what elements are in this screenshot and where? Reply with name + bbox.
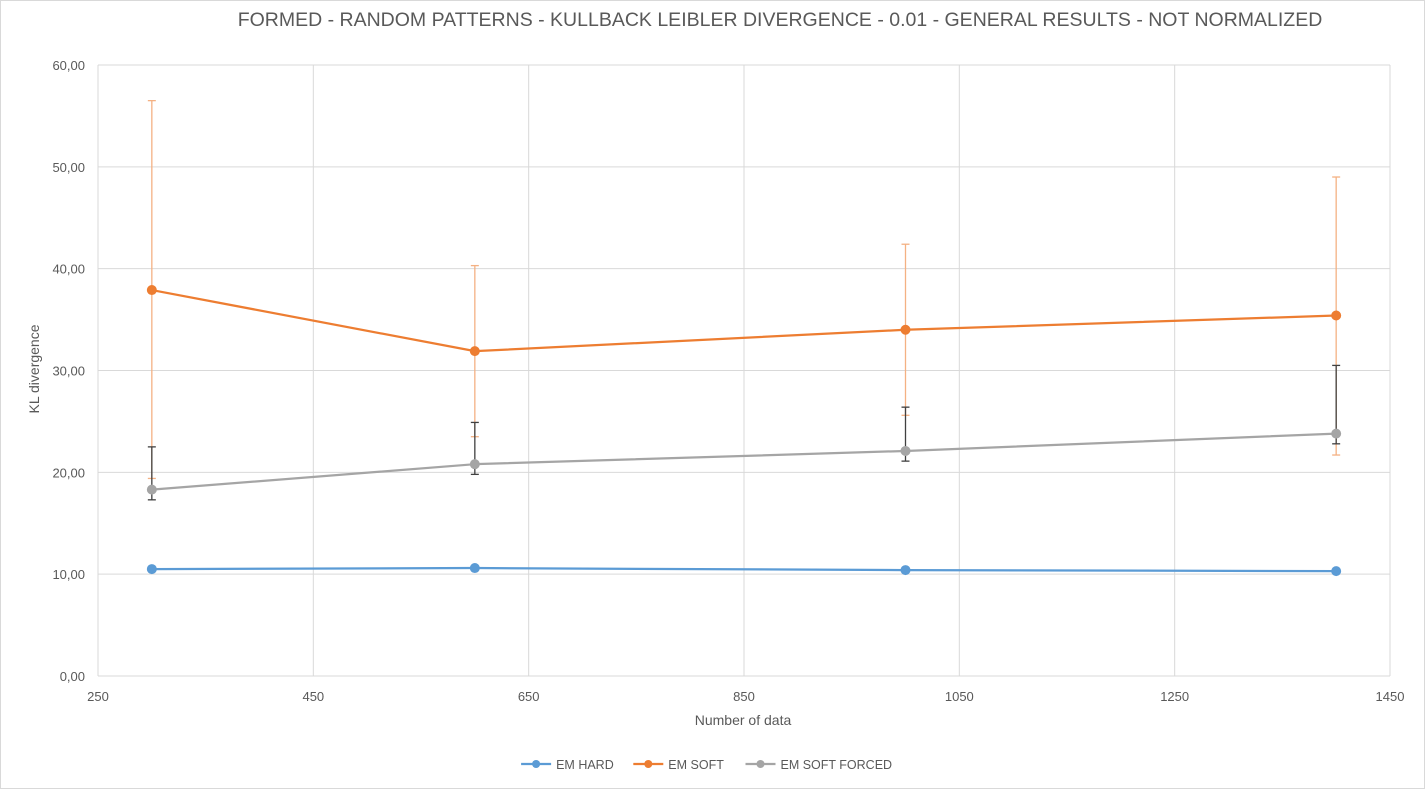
x-tick-label: 1250	[1160, 689, 1189, 704]
y-axis-title: KL divergence	[26, 324, 42, 413]
data-point-em-soft	[146, 285, 157, 296]
chart-title: FORMED - RANDOM PATTERNS - KULLBACK LEIB…	[238, 9, 1323, 31]
legend-swatch-marker	[644, 760, 653, 768]
y-tick-label: 10,00	[52, 567, 85, 582]
legend-item-em-soft: EM SOFT	[633, 758, 724, 772]
legend-item-em-soft-forced: EM SOFT FORCED	[745, 758, 893, 772]
x-axis-title: Number of data	[695, 712, 792, 728]
data-point-em-soft	[1331, 310, 1342, 321]
legend-swatch-marker	[532, 760, 541, 768]
gridlines	[97, 64, 1391, 677]
legend-item-em-hard: EM HARD	[521, 758, 614, 772]
x-tick-label: 850	[733, 689, 755, 704]
data-point-em-hard	[1331, 566, 1342, 577]
x-axis-ticks: 250 450 650 850 1050 1250 1450	[87, 689, 1404, 704]
legend-label: EM SOFT	[668, 758, 724, 772]
y-tick-label: 50,00	[52, 160, 85, 175]
data-point-em-hard	[900, 565, 911, 576]
data-point-em-hard	[469, 563, 480, 574]
data-point-em-soft	[900, 324, 911, 335]
y-tick-label: 30,00	[52, 364, 85, 379]
series-line-em-soft	[151, 288, 1337, 353]
data-point-em-hard	[146, 564, 157, 575]
y-tick-label: 0,00	[60, 669, 85, 684]
x-tick-label: 250	[87, 689, 109, 704]
series-line-em-soft-forced	[151, 432, 1337, 491]
y-tick-label: 20,00	[52, 465, 85, 480]
legend: EM HARD EM SOFT EM SOFT FORCED	[521, 758, 892, 772]
data-point-em-soft-forced	[900, 445, 911, 456]
legend-label: EM SOFT FORCED	[781, 758, 893, 772]
y-axis-ticks: 0,00 10,00 20,00 30,00 40,00 50,00 60,00	[52, 58, 85, 684]
x-tick-label: 1050	[945, 689, 974, 704]
x-tick-label: 650	[518, 689, 540, 704]
x-tick-label: 1450	[1376, 689, 1405, 704]
y-tick-label: 60,00	[52, 58, 85, 73]
data-point-em-soft-forced	[1331, 428, 1342, 439]
data-point-em-soft-forced	[469, 459, 480, 470]
data-point-em-soft-forced	[146, 484, 157, 495]
legend-label: EM HARD	[556, 758, 614, 772]
x-tick-label: 450	[302, 689, 324, 704]
series-line-em-hard	[151, 566, 1337, 573]
data-point-em-soft	[469, 346, 480, 357]
legend-swatch-marker	[756, 760, 765, 768]
y-tick-label: 40,00	[52, 262, 85, 277]
series-layer	[146, 99, 1342, 577]
